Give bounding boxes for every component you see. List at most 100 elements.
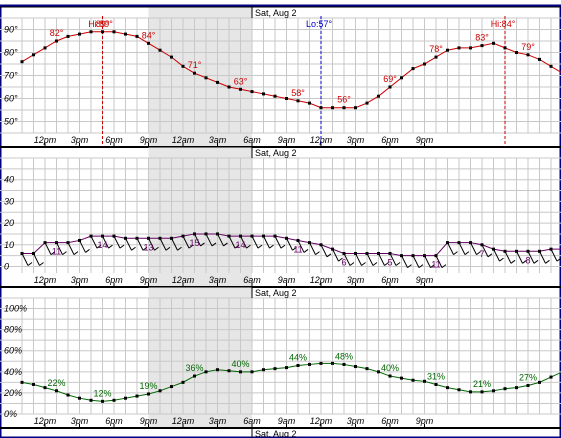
data-point (101, 399, 104, 403)
wind-barb (33, 253, 40, 266)
data-point (43, 386, 47, 390)
data-point (423, 254, 426, 258)
x-tick-label: 9am (278, 135, 296, 145)
data-point (158, 48, 162, 52)
data-point (319, 361, 323, 365)
data-point (193, 71, 196, 75)
wind-barb-flag (418, 264, 424, 269)
data-label: 22% (47, 378, 65, 388)
data-point (32, 251, 35, 255)
data-point (250, 90, 254, 94)
data-point (193, 374, 196, 378)
x-tick-label: 3pm (71, 416, 89, 426)
data-label: 15 (189, 238, 199, 248)
data-point (181, 64, 185, 68)
data-point (354, 106, 357, 110)
data-label: 8 (525, 255, 530, 265)
data-label: 40% (231, 359, 249, 369)
data-point (170, 236, 173, 240)
data-label: 31% (427, 371, 445, 381)
x-tick-label: 6pm (381, 135, 399, 145)
data-point (273, 367, 277, 371)
x-tick-label: 12pm (34, 135, 57, 145)
data-label: 36% (185, 363, 203, 373)
data-point (503, 387, 507, 391)
data-point (354, 365, 357, 369)
x-tick-label: 12am (172, 135, 195, 145)
data-point (250, 234, 254, 238)
wind-barb (67, 242, 75, 255)
x-tick-label: 12pm (34, 275, 57, 285)
wind-barb (539, 251, 546, 264)
data-label: 11 (431, 260, 440, 270)
data-label: 58° (291, 88, 305, 98)
data-point (227, 85, 231, 89)
data-point (204, 76, 208, 80)
data-point (515, 386, 518, 390)
wind-barb (309, 242, 316, 255)
data-point (204, 370, 208, 374)
wind-barb (56, 242, 63, 255)
wind-barb (113, 235, 121, 249)
wind-barb-flag (487, 253, 493, 258)
data-point (296, 238, 300, 242)
wind-barb (148, 238, 155, 251)
data-point (66, 34, 70, 38)
data-point (170, 385, 173, 389)
data-point (492, 247, 495, 251)
x-tick-label: 12pm (310, 135, 333, 145)
data-label: 56° (337, 95, 351, 105)
data-point (503, 249, 507, 253)
data-point (434, 55, 438, 59)
wind-barb (274, 235, 282, 249)
y-tick-label: 80% (4, 325, 22, 335)
data-point (262, 234, 265, 238)
data-point (262, 92, 265, 96)
wind-barb (217, 233, 224, 247)
data-point (204, 232, 208, 236)
data-label: 44% (289, 352, 307, 362)
data-point (296, 99, 300, 103)
data-label: 79° (521, 42, 535, 52)
x-tick-label: 9am (278, 275, 296, 285)
wind-barb (21, 253, 29, 266)
wind-barb-flag (384, 262, 389, 266)
wind-barb-flag (303, 249, 309, 253)
data-point (285, 366, 288, 370)
wind-barb (481, 244, 489, 258)
data-point (365, 251, 369, 255)
wind-barb-flag (395, 262, 401, 266)
y-tick-label: 80° (4, 48, 18, 58)
wind-barb (332, 248, 339, 262)
x-tick-label: 3pm (71, 135, 89, 145)
data-point (319, 106, 323, 110)
data-point (112, 398, 116, 402)
x-tick-label: 3am (209, 275, 227, 285)
data-point (124, 396, 127, 400)
data-point (331, 247, 334, 251)
wind-barb (355, 253, 362, 266)
data-label: 14 (97, 240, 107, 250)
wind-barb-flag (27, 262, 33, 266)
data-point (20, 251, 24, 255)
data-label: 11 (293, 244, 302, 254)
data-label: 84° (142, 30, 156, 40)
data-point (181, 380, 185, 384)
wind-barb-flag (234, 244, 240, 249)
wind-barb (320, 244, 328, 258)
data-point (400, 376, 403, 380)
wind-barb (366, 253, 374, 266)
data-point (55, 389, 58, 393)
wind-barb-flag (200, 242, 205, 247)
data-point (457, 46, 461, 50)
data-point (538, 380, 541, 384)
data-point (193, 232, 196, 236)
wind-barb (102, 235, 109, 249)
data-point (423, 62, 426, 66)
data-label: 78° (429, 44, 443, 54)
data-point (457, 388, 461, 392)
wind-barb-flag (142, 246, 148, 251)
y-tick-label: 30 (4, 196, 14, 206)
y-tick-label: 70° (4, 71, 18, 81)
